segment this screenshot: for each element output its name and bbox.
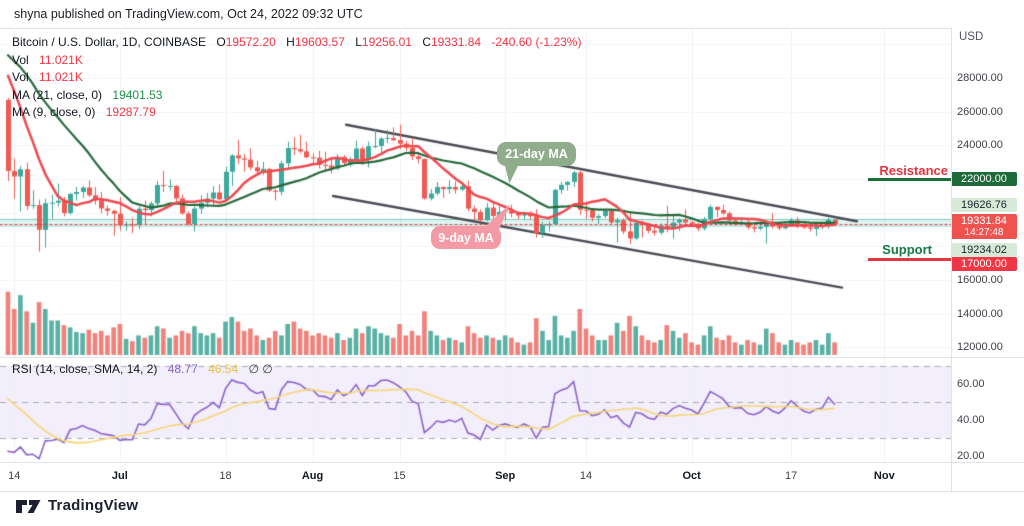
ma9-callout-text: 9-day MA xyxy=(438,230,494,245)
ma9-callout[interactable]: 9-day MA xyxy=(431,198,511,249)
ma21-callout-tail xyxy=(505,162,524,184)
ma9-row: MA (9, close, 0) 19287.79 xyxy=(12,104,581,122)
low-value: 19256.01 xyxy=(361,35,412,49)
ma21-callout-text: 21-day MA xyxy=(505,147,568,161)
time-axis-label: Aug xyxy=(301,470,324,482)
price-axis-label: 16000.00 xyxy=(957,274,1003,286)
price-axis-badge: 19331.84 14:27:48 xyxy=(951,214,1017,239)
ma9-label: MA (9, close, 0) xyxy=(12,105,96,119)
time-axis-label: 17 xyxy=(784,470,798,482)
published-line: shyna published on TradingView.com, Oct … xyxy=(14,7,363,21)
rsi-value: 48.77 xyxy=(167,362,198,376)
volume-label: Vol xyxy=(12,52,29,67)
price-axis-label: 24000.00 xyxy=(957,139,1003,152)
change-value: -240.60 (-1.23%) xyxy=(491,35,582,49)
volume-value: 11.021K xyxy=(39,52,83,67)
tradingview-logo[interactable]: TradingView xyxy=(16,497,138,514)
volume-row: Vol 11.021K xyxy=(12,52,581,70)
high-value: 19603.57 xyxy=(294,35,345,49)
price-axis-label: 26000.00 xyxy=(957,105,1003,118)
symbol-row: Bitcoin / U.S. Dollar, 1D, COINBASE O195… xyxy=(12,34,581,52)
price-axis-badge: 19234.02 xyxy=(951,243,1017,257)
high-label: H xyxy=(286,35,295,49)
rsi-label: RSI (14, close, SMA, 14, 2) xyxy=(12,362,158,376)
time-axis-label: Jul xyxy=(111,470,128,482)
price-axis-badge: 22000.00 xyxy=(951,172,1017,186)
ma21-value: 19401.53 xyxy=(112,87,163,102)
rsi-axis-label: 20.00 xyxy=(957,450,985,462)
chart-legend: Bitcoin / U.S. Dollar, 1D, COINBASE O195… xyxy=(12,34,581,122)
support-label[interactable]: Support xyxy=(882,242,932,257)
time-axis-label: 14 xyxy=(579,470,593,482)
price-axis-label: 12000.00 xyxy=(957,341,1003,354)
published-header: shyna published on TradingView.com, Oct … xyxy=(14,7,363,21)
ma21-label: MA (21, close, 0) xyxy=(12,87,103,102)
footer-divider xyxy=(0,491,1024,492)
resistance-line[interactable] xyxy=(868,178,951,181)
price-axis-label: 14000.00 xyxy=(957,307,1003,320)
low-label: L xyxy=(355,35,362,49)
time-axis-label: Nov xyxy=(873,470,895,482)
close-label: C xyxy=(422,35,431,49)
time-axis[interactable]: 14 Jul 18 Aug 15 Sep 14 Oct 17 Nov xyxy=(0,462,951,491)
ma9-value: 19287.79 xyxy=(105,105,156,119)
symbol-title: Bitcoin / U.S. Dollar, 1D, COINBASE xyxy=(12,35,207,49)
tradingview-logo-text: TradingView xyxy=(48,497,139,514)
time-axis-label: Oct xyxy=(682,470,701,482)
price-axis-badge: 17000.00 xyxy=(951,257,1017,271)
axis-unit-label: USD xyxy=(959,31,984,43)
ma21-row: MA (21, close, 0) 19401.53 xyxy=(12,87,581,105)
tradingview-logo-icon xyxy=(16,500,41,513)
rsi-extra-values: ∅ ∅ xyxy=(248,362,273,376)
time-axis-label: 18 xyxy=(219,470,232,482)
open-value: 19572.20 xyxy=(225,35,276,49)
ma21-callout[interactable]: 21-day MA xyxy=(497,142,576,184)
support-line[interactable] xyxy=(868,258,951,261)
volume-label: Vol xyxy=(12,70,29,84)
time-axis-label: 15 xyxy=(393,470,406,482)
close-value: 19331.84 xyxy=(431,35,482,49)
price-axis-badge: 19626.76 xyxy=(951,198,1017,212)
volume-row: Vol 11.021K xyxy=(12,69,581,87)
volume-value: 11.021K xyxy=(39,70,83,84)
price-axis-label: 28000.00 xyxy=(957,72,1003,84)
chart-bottom-divider xyxy=(0,462,1024,463)
rsi-axis-label: 40.00 xyxy=(957,414,985,426)
rsi-axis-label: 60.00 xyxy=(957,378,985,390)
price-axis[interactable]: USD 28000.00 26000.00 24000.00 16000.00 1400… xyxy=(951,28,1024,462)
pane-divider xyxy=(0,357,1024,358)
time-axis-label: Sep xyxy=(495,470,516,482)
time-axis-label: 14 xyxy=(8,470,21,482)
rsi-legend: RSI (14, close, SMA, 14, 2) 48.77 46.54 … xyxy=(12,361,273,379)
open-label: O xyxy=(216,35,226,49)
resistance-label[interactable]: Resistance xyxy=(879,163,948,178)
axis-divider xyxy=(951,28,952,491)
rsi-smooth-value: 46.54 xyxy=(208,362,239,376)
